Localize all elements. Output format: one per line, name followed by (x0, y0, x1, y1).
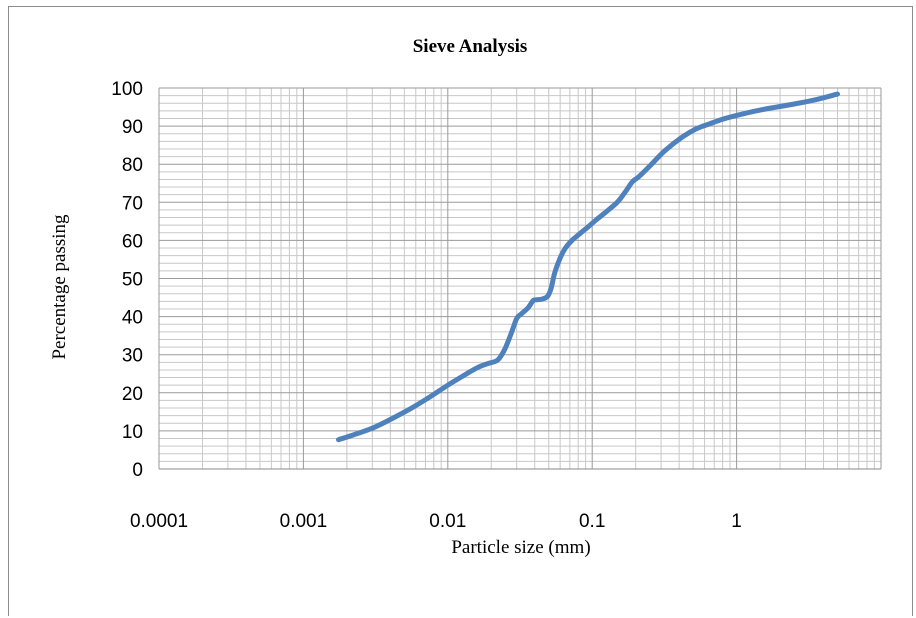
y-tick-label: 10 (122, 422, 143, 443)
x-axis-title: Particle size (mm) (451, 537, 590, 558)
x-tick-label: 1 (731, 511, 742, 532)
sieve-analysis-chart: Sieve Analysis 0 10 20 30 40 50 60 70 80 90 100 0.… (49, 36, 882, 558)
x-tick-label: 0.001 (280, 511, 328, 532)
x-tick-label: 0.01 (429, 511, 466, 532)
y-tick-label: 40 (122, 308, 143, 329)
y-tick-label: 20 (122, 384, 143, 405)
y-axis-tick-labels: 0 10 20 30 40 50 60 70 80 90 100 (111, 79, 143, 481)
y-tick-label: 30 (122, 346, 143, 367)
chart-title: Sieve Analysis (413, 36, 528, 57)
y-tick-label: 80 (122, 155, 143, 176)
y-axis-title: Percentage passing (49, 214, 70, 360)
x-tick-label: 0.1 (579, 511, 605, 532)
x-tick-label: 0.0001 (130, 511, 188, 532)
x-axis-tick-labels: 0.0001 0.001 0.01 0.1 1 (130, 511, 742, 532)
major-gridlines (158, 87, 882, 470)
y-tick-label: 100 (111, 79, 143, 100)
series-line-percentage-passing (336, 91, 840, 443)
y-tick-label: 60 (122, 231, 143, 252)
y-tick-label: 50 (122, 270, 143, 291)
y-tick-label: 0 (132, 460, 143, 481)
chart-frame: Sieve Analysis 0 10 20 30 40 50 60 70 80 90 100 0.… (8, 6, 913, 616)
y-tick-label: 70 (122, 193, 143, 214)
y-tick-label: 90 (122, 117, 143, 138)
